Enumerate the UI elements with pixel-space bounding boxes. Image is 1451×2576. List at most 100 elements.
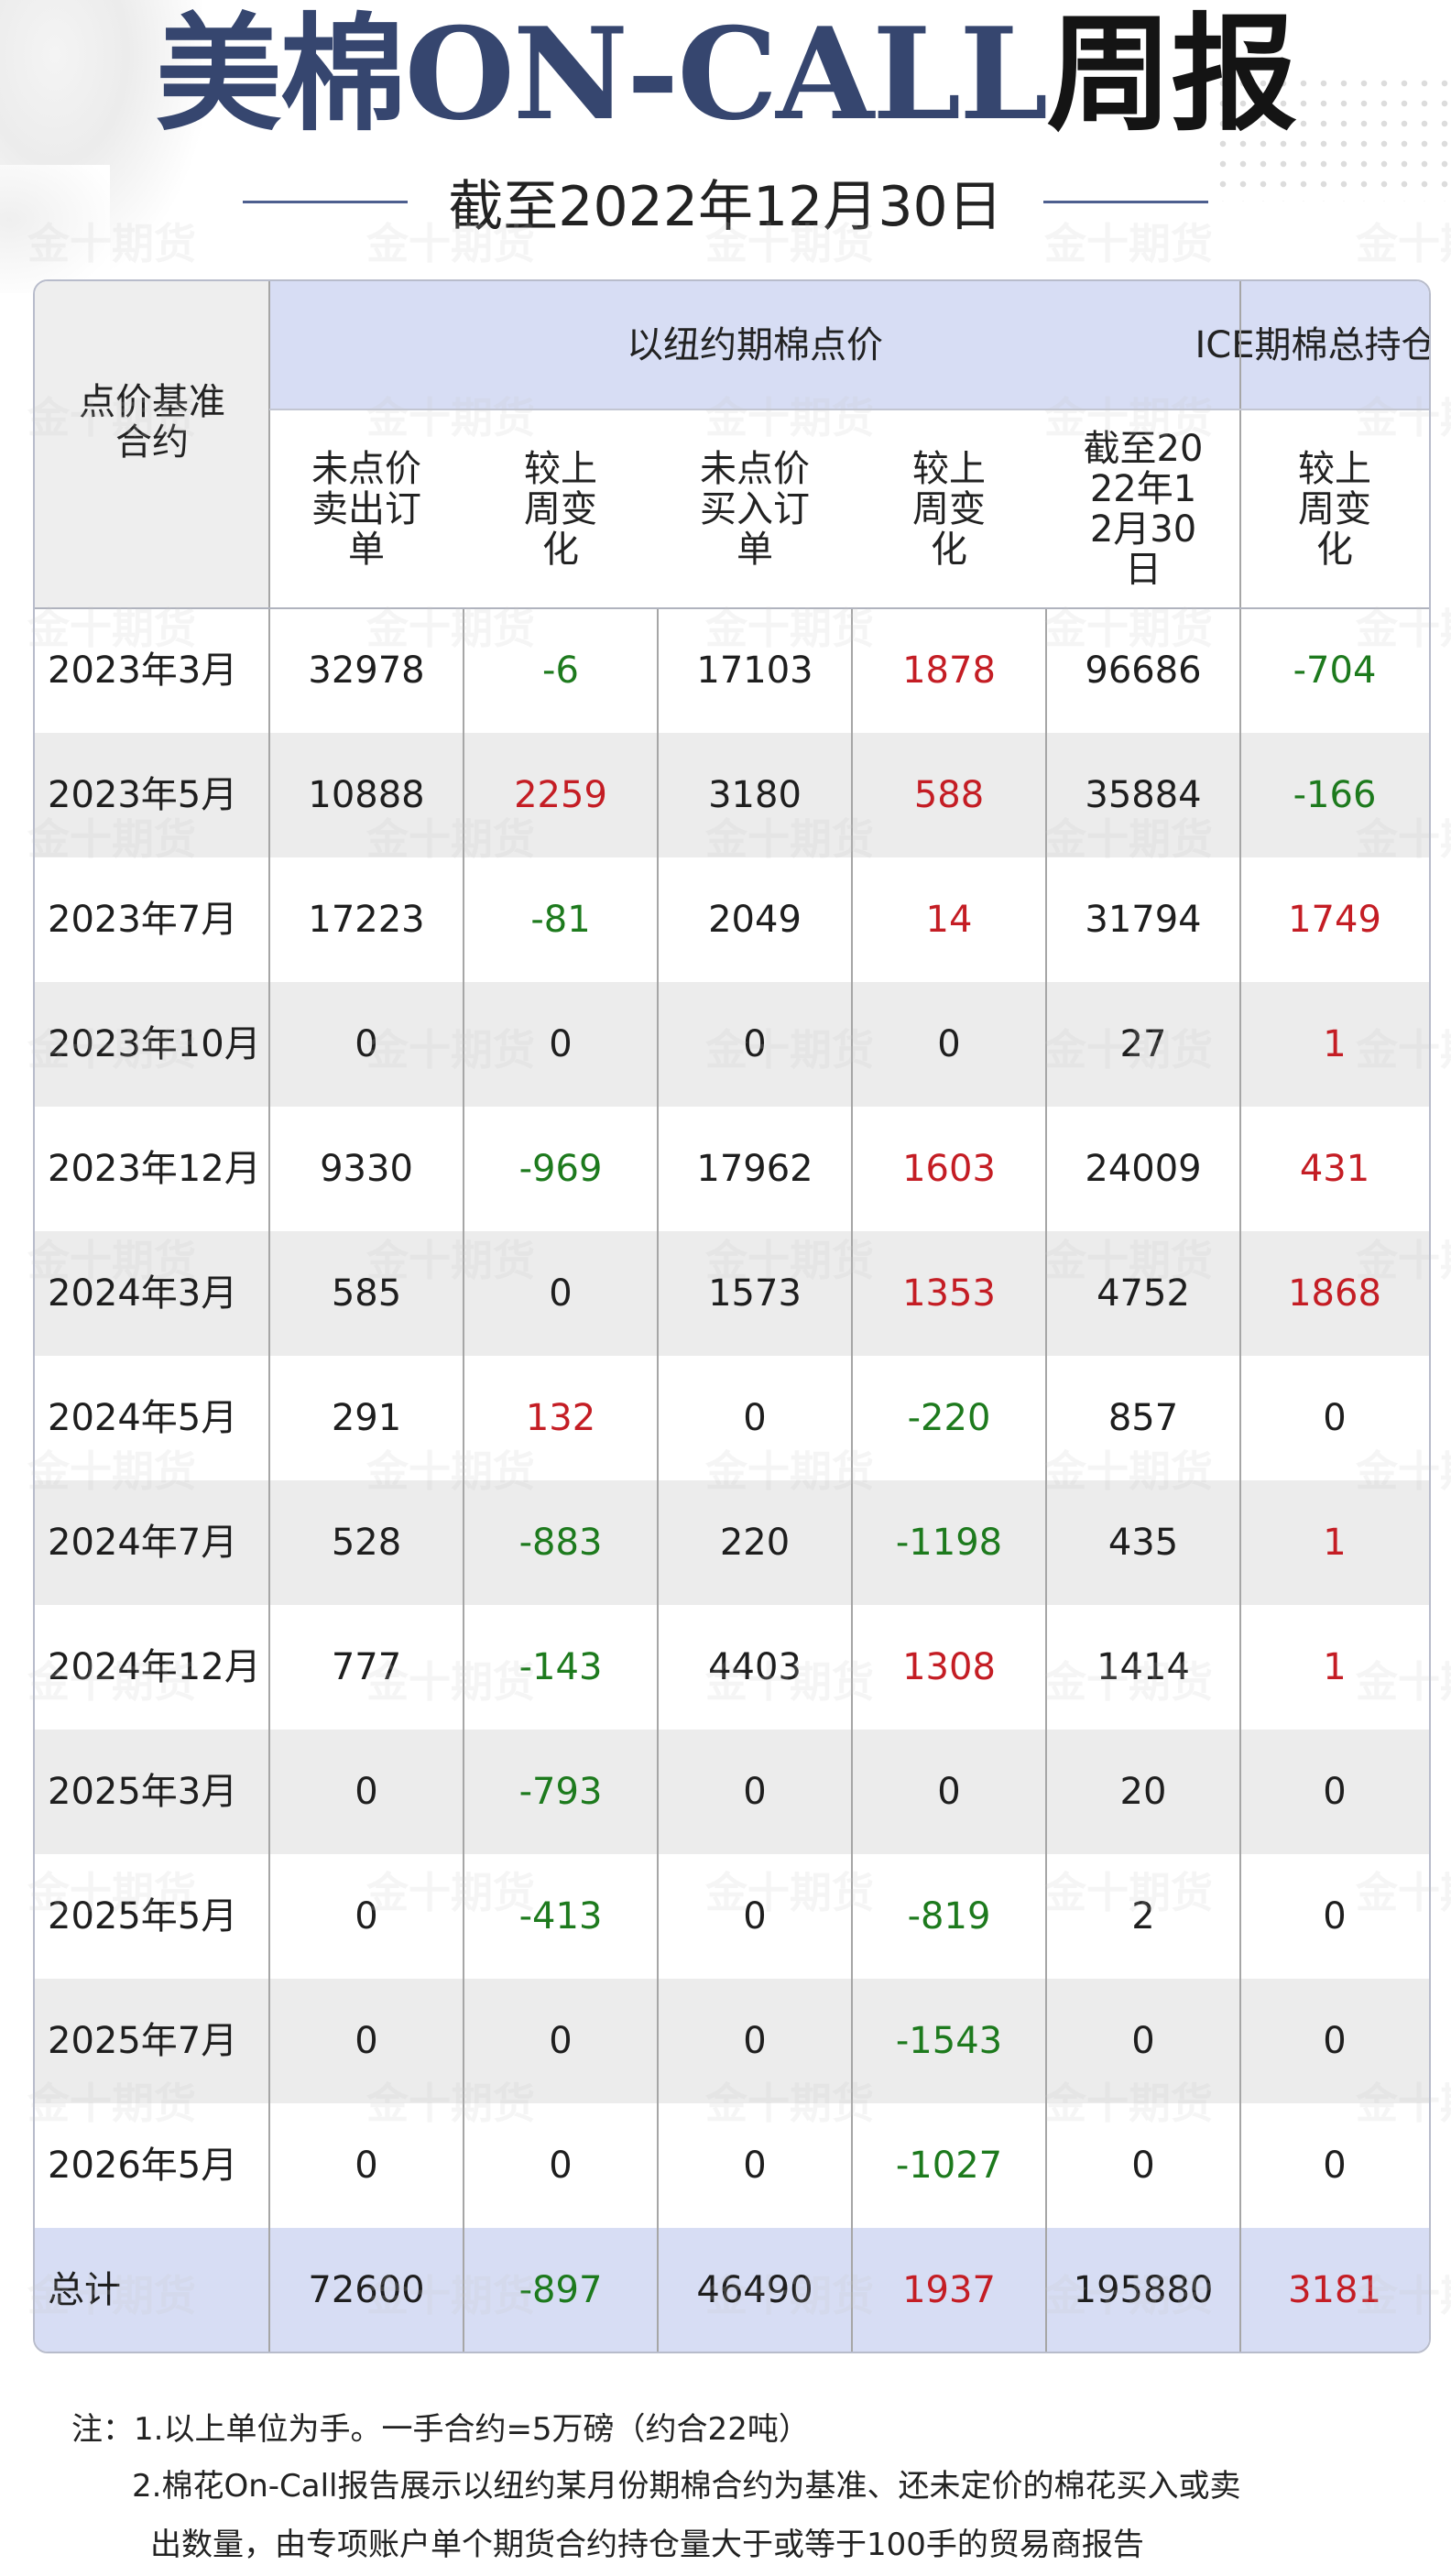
row-contract-label: 2023年12月 — [48, 1148, 261, 1190]
header-unpriced-sell: 未点价卖出订单 — [311, 447, 421, 571]
cotton-decoration-lower — [0, 165, 110, 293]
cell-oi: 35884 — [1085, 774, 1202, 816]
cell-buy: 0 — [743, 2145, 767, 2187]
cell-sell-chg: -81 — [530, 899, 591, 941]
table-row-bg — [35, 1605, 1429, 1730]
cell-buy: 220 — [719, 1522, 791, 1564]
row-contract-label: 2023年5月 — [48, 774, 238, 816]
row-contract-label: 2024年12月 — [48, 1646, 261, 1688]
cell-buy-chg: 0 — [937, 1023, 961, 1065]
cell-sell: 528 — [331, 1522, 402, 1564]
cell-oi-chg: 0 — [1323, 1771, 1347, 1813]
cell-oi: 0 — [1131, 2145, 1155, 2187]
grid-vline — [463, 608, 464, 2352]
cell-sell: 0 — [355, 1895, 378, 1937]
cell-buy-chg: 1308 — [902, 1646, 996, 1688]
cell-oi: 1414 — [1096, 1646, 1190, 1688]
row-contract-label: 2023年10月 — [48, 1023, 261, 1065]
row-contract-label: 2023年3月 — [48, 649, 238, 692]
total-buy-chg: 1937 — [902, 2268, 996, 2311]
page-title: 美棉ON-CALL周报 — [0, 5, 1451, 143]
subtitle-row: 截至2022年12月30日 — [0, 165, 1451, 239]
cell-oi: 857 — [1107, 1397, 1179, 1439]
table-row-bg — [35, 857, 1429, 982]
table-row-bg — [35, 608, 1429, 733]
cell-oi: 31794 — [1085, 899, 1202, 941]
cell-sell-chg: -413 — [518, 1895, 603, 1937]
cell-buy: 4403 — [708, 1646, 802, 1688]
table-row-bg — [35, 1356, 1429, 1480]
cell-oi: 0 — [1131, 2020, 1155, 2062]
cell-oi-chg: 1 — [1323, 1023, 1347, 1065]
cell-buy: 17103 — [696, 649, 813, 692]
cell-sell-chg: 0 — [549, 1272, 573, 1315]
cell-sell: 17223 — [308, 899, 425, 941]
cell-sell-chg: 0 — [549, 2145, 573, 2187]
cell-oi: 96686 — [1085, 649, 1202, 692]
cell-oi-chg: 0 — [1323, 2145, 1347, 2187]
row-contract-label: 2026年5月 — [48, 2145, 238, 2187]
cell-buy-chg: 0 — [937, 1771, 961, 1813]
cell-oi: 20 — [1119, 1771, 1167, 1813]
header-wow-change-1: 较上周变化 — [524, 447, 597, 571]
title-part-blue: 美棉ON-CALL — [155, 0, 1049, 148]
cell-sell-chg: -883 — [518, 1522, 603, 1564]
cell-oi: 4752 — [1096, 1272, 1190, 1315]
cell-sell-chg: 0 — [549, 1023, 573, 1065]
cell-oi-chg: 1 — [1323, 1522, 1347, 1564]
cell-sell: 0 — [355, 1771, 378, 1813]
cell-sell: 9330 — [320, 1148, 413, 1190]
cell-buy: 0 — [743, 2020, 767, 2062]
note-line-1: 注：1.以上单位为手。一手合约=5万磅（约合22吨） — [71, 2411, 810, 2448]
header-sub-bg — [269, 409, 1429, 608]
row-contract-label: 2024年7月 — [48, 1522, 238, 1564]
cell-buy-chg: -1198 — [895, 1522, 1003, 1564]
cell-oi-chg: 0 — [1323, 2020, 1347, 2062]
cell-sell-chg: -793 — [518, 1771, 603, 1813]
report-date: 截至2022年12月30日 — [448, 174, 1003, 239]
grid-hline — [269, 409, 1429, 410]
total-sell: 72600 — [308, 2268, 425, 2311]
header-group-bg — [269, 281, 1429, 409]
cell-buy-chg: -220 — [907, 1397, 991, 1439]
total-buy: 46490 — [696, 2268, 813, 2311]
note-line-2: 2.棉花On-Call报告展示以纽约某月份期棉合约为基准、还未定价的棉花买入或卖 — [132, 2468, 1241, 2505]
dot-pattern-decoration — [1213, 73, 1451, 202]
cell-sell: 585 — [331, 1272, 402, 1315]
cell-buy-chg: 1353 — [902, 1272, 996, 1315]
cell-oi-chg: -704 — [1293, 649, 1377, 692]
cell-sell: 10888 — [308, 774, 425, 816]
table-row-bg — [35, 1231, 1429, 1356]
title-part-dark: 周报 — [1046, 0, 1297, 148]
cell-buy-chg: 588 — [913, 774, 985, 816]
cell-sell-chg: -6 — [542, 649, 579, 692]
table-row-bg — [35, 733, 1429, 857]
cell-buy: 1573 — [708, 1272, 802, 1315]
cell-oi-chg: 431 — [1299, 1148, 1370, 1190]
cell-buy-chg: 1878 — [902, 649, 996, 692]
cell-buy-chg: 1603 — [902, 1148, 996, 1190]
cell-sell: 0 — [355, 2020, 378, 2062]
cell-sell-chg: -969 — [518, 1148, 603, 1190]
cell-buy: 0 — [743, 1895, 767, 1937]
row-contract-label: 2024年3月 — [48, 1272, 238, 1315]
grid-vline — [657, 608, 659, 2352]
total-oi: 195880 — [1073, 2268, 1214, 2311]
total-oi-chg: 3181 — [1288, 2268, 1381, 2311]
cell-buy: 0 — [743, 1771, 767, 1813]
cell-sell: 291 — [331, 1397, 402, 1439]
cell-sell-chg: 0 — [549, 2020, 573, 2062]
cell-oi-chg: -166 — [1293, 774, 1377, 816]
header-as-of-date: 截至2022年12月30日 — [1083, 427, 1204, 591]
table-row-bg — [35, 1979, 1429, 2103]
table-row-bg — [35, 1480, 1429, 1605]
total-row-label: 总计 — [48, 2268, 121, 2311]
grid-vline — [1045, 608, 1047, 2352]
header-group-ny: 以纽约期棉点价 — [627, 324, 883, 366]
cell-sell: 0 — [355, 1023, 378, 1065]
cell-buy: 0 — [743, 1397, 767, 1439]
cell-sell: 777 — [331, 1646, 402, 1688]
cell-buy-chg: 14 — [925, 899, 973, 941]
total-sell-chg: -897 — [518, 2268, 603, 2311]
cell-buy: 2049 — [708, 899, 802, 941]
